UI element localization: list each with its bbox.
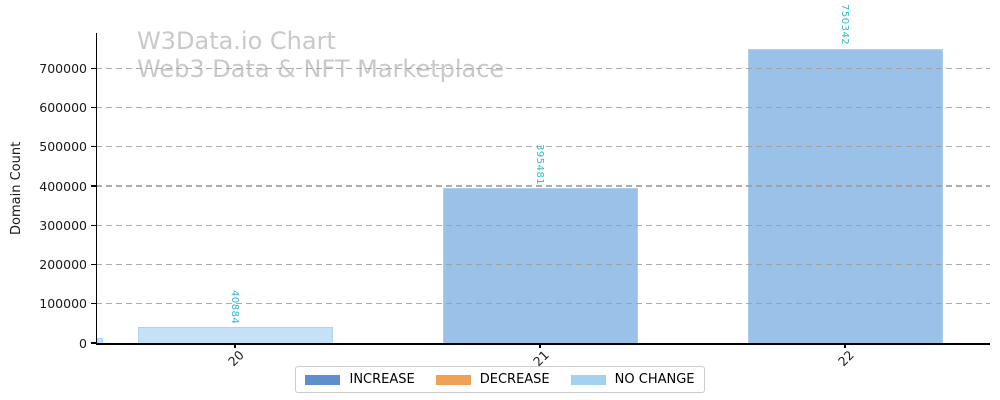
y-tick-mark (91, 342, 96, 344)
bar-value-label: 750342 (839, 4, 850, 46)
legend-label: DECREASE (479, 372, 550, 387)
y-tick-mark (91, 106, 96, 109)
legend-label: NO CHANGE (614, 372, 695, 387)
x-tick-mark (539, 343, 541, 348)
y-tick-mark (91, 146, 96, 148)
bar-20[interactable] (137, 326, 333, 343)
legend-item-decrease[interactable]: DECREASE (435, 372, 550, 387)
y-tick-label: 0 (79, 335, 87, 351)
gridline (96, 303, 990, 305)
legend-swatch (435, 374, 471, 385)
bar-22[interactable] (747, 48, 943, 343)
legend-item-increase[interactable]: INCREASE (305, 372, 415, 387)
watermark-line1: W3Data.io Chart (137, 27, 336, 55)
watermark: W3Data.io Chart Web3 Data & NFT Marketpl… (137, 27, 504, 83)
y-tick-mark (91, 224, 96, 226)
bar-21[interactable] (442, 187, 638, 343)
gridline (96, 146, 990, 148)
gridline (96, 263, 990, 266)
y-tick-label: 400000 (39, 178, 87, 194)
legend: INCREASE DECREASE NO CHANGE (0, 366, 1000, 393)
y-tick-mark (91, 185, 96, 187)
legend-swatch (570, 374, 606, 385)
partial-edge-bar (97, 337, 103, 343)
y-tick-mark (91, 303, 96, 305)
gridline (96, 185, 990, 187)
y-tick-label: 500000 (39, 139, 87, 155)
watermark-line2: Web3 Data & NFT Marketplace (137, 55, 505, 83)
bar-value-label: 40884 (229, 289, 240, 324)
y-tick-label: 200000 (39, 257, 87, 273)
x-tick-mark (844, 343, 846, 348)
legend-label: INCREASE (349, 372, 415, 387)
y-tick-mark (91, 67, 96, 69)
y-tick-mark (91, 263, 96, 266)
y-axis-line (95, 33, 97, 344)
y-tick-label: 100000 (39, 296, 87, 312)
y-tick-label: 600000 (39, 100, 87, 116)
legend-item-no-change[interactable]: NO CHANGE (570, 372, 695, 387)
y-tick-label: 300000 (39, 217, 87, 233)
legend-swatch (305, 374, 341, 385)
gridline (96, 224, 990, 226)
bar-value-label: 395481 (534, 143, 545, 185)
gridline (96, 106, 990, 109)
y-tick-label: 700000 (39, 60, 87, 76)
legend-box: INCREASE DECREASE NO CHANGE (295, 366, 705, 393)
x-tick-mark (234, 343, 236, 348)
x-axis-line (95, 343, 990, 345)
gridline (96, 67, 990, 69)
